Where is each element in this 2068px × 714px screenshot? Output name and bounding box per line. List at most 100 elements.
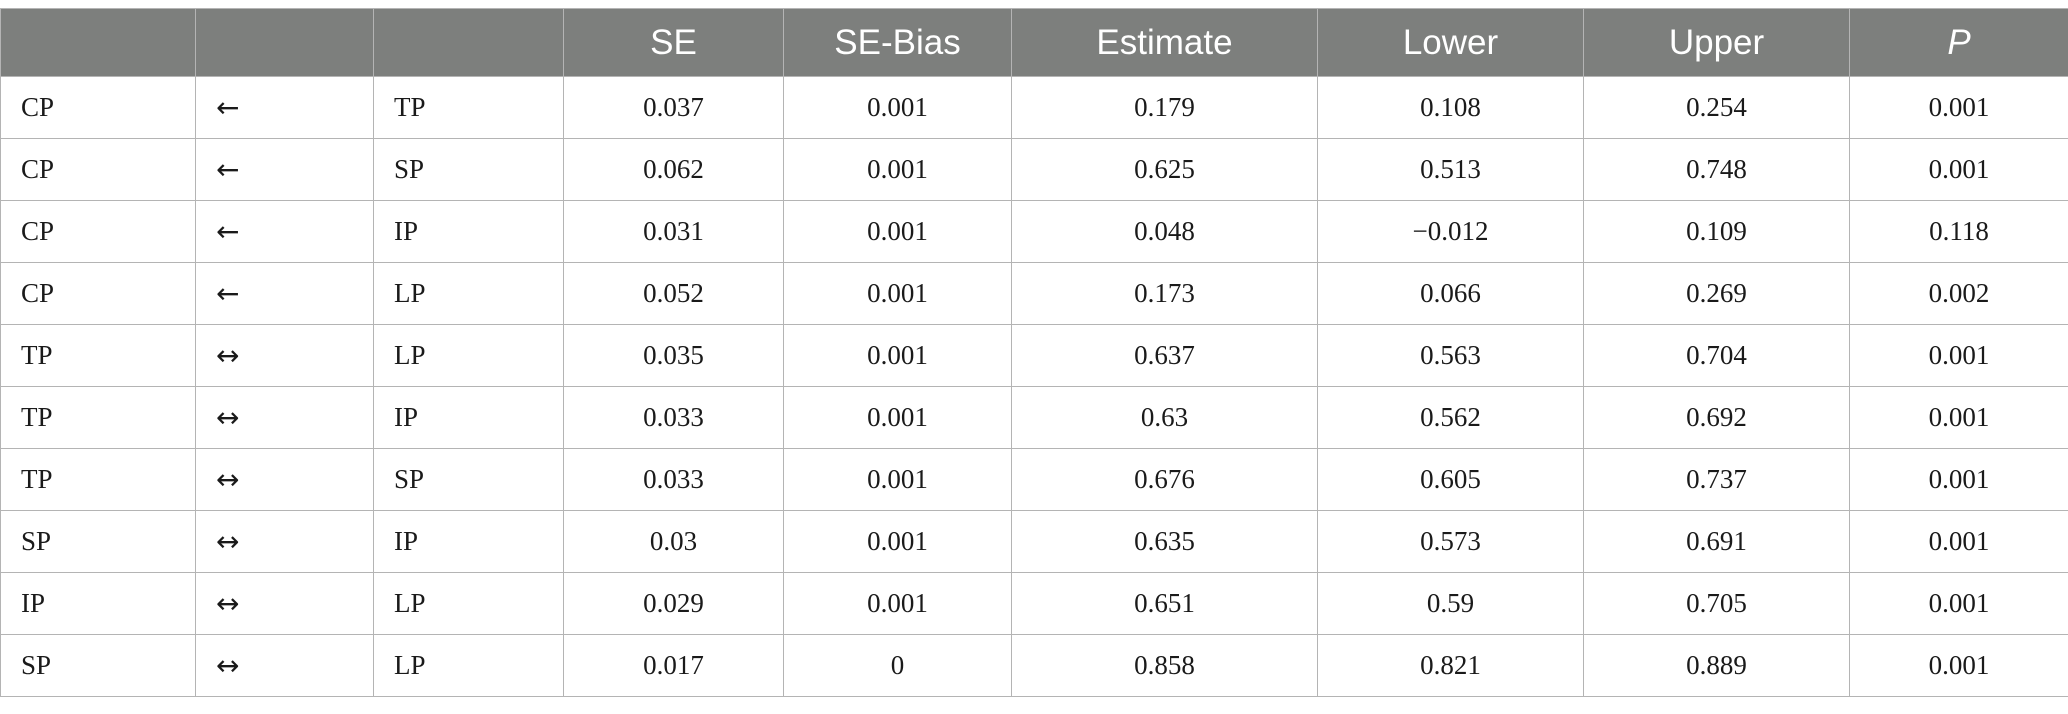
cell-to: LP [373, 572, 564, 635]
cell-to: IP [373, 200, 564, 263]
table-row: TP ↔ IP 0.033 0.001 0.63 0.562 0.692 0.0… [0, 386, 2068, 449]
cell-se-bias: 0.001 [783, 262, 1012, 325]
cell-relation: ↔ [195, 386, 374, 449]
cell-se-bias: 0.001 [783, 200, 1012, 263]
cell-se: 0.033 [563, 448, 784, 511]
cell-from: CP [0, 262, 196, 325]
header-from [0, 8, 196, 77]
cell-to: SP [373, 448, 564, 511]
header-to [373, 8, 564, 77]
cell-p: 0.001 [1849, 572, 2068, 635]
cell-p: 0.001 [1849, 386, 2068, 449]
cell-upper: 0.705 [1583, 572, 1850, 635]
cell-from: CP [0, 200, 196, 263]
table-row: TP ↔ LP 0.035 0.001 0.637 0.563 0.704 0.… [0, 324, 2068, 387]
cell-lower: 0.562 [1317, 386, 1584, 449]
cell-p: 0.001 [1849, 324, 2068, 387]
header-row: SE SE-Bias Estimate Lower Upper P [0, 8, 2068, 77]
cell-p: 0.001 [1849, 76, 2068, 139]
cell-upper: 0.254 [1583, 76, 1850, 139]
cell-lower: 0.513 [1317, 138, 1584, 201]
cell-to: IP [373, 510, 564, 573]
cell-upper: 0.737 [1583, 448, 1850, 511]
cell-from: IP [0, 572, 196, 635]
cell-se-bias: 0.001 [783, 138, 1012, 201]
cell-to: SP [373, 138, 564, 201]
cell-se-bias: 0.001 [783, 76, 1012, 139]
cell-se-bias: 0 [783, 634, 1012, 697]
cell-se: 0.035 [563, 324, 784, 387]
cell-se: 0.037 [563, 76, 784, 139]
cell-from: CP [0, 76, 196, 139]
header-estimate: Estimate [1011, 8, 1318, 77]
cell-upper: 0.269 [1583, 262, 1850, 325]
cell-relation: ← [195, 138, 374, 201]
header-relation [195, 8, 374, 77]
table-body: CP ← TP 0.037 0.001 0.179 0.108 0.254 0.… [0, 76, 2068, 697]
table-row: SP ↔ IP 0.03 0.001 0.635 0.573 0.691 0.0… [0, 510, 2068, 573]
cell-estimate: 0.637 [1011, 324, 1318, 387]
cell-lower: 0.821 [1317, 634, 1584, 697]
cell-estimate: 0.635 [1011, 510, 1318, 573]
cell-se: 0.062 [563, 138, 784, 201]
cell-se: 0.017 [563, 634, 784, 697]
cell-upper: 0.748 [1583, 138, 1850, 201]
cell-from: TP [0, 324, 196, 387]
cell-upper: 0.889 [1583, 634, 1850, 697]
cell-to: LP [373, 262, 564, 325]
cell-p: 0.001 [1849, 634, 2068, 697]
cell-se-bias: 0.001 [783, 386, 1012, 449]
cell-lower: 0.605 [1317, 448, 1584, 511]
cell-estimate: 0.651 [1011, 572, 1318, 635]
table-row: CP ← TP 0.037 0.001 0.179 0.108 0.254 0.… [0, 76, 2068, 139]
table-row: SP ↔ LP 0.017 0 0.858 0.821 0.889 0.001 [0, 634, 2068, 697]
header-se-bias: SE-Bias [783, 8, 1012, 77]
cell-se-bias: 0.001 [783, 448, 1012, 511]
cell-se: 0.033 [563, 386, 784, 449]
cell-lower: −0.012 [1317, 200, 1584, 263]
cell-se-bias: 0.001 [783, 510, 1012, 573]
header-se: SE [563, 8, 784, 77]
cell-relation: ↔ [195, 324, 374, 387]
cell-estimate: 0.858 [1011, 634, 1318, 697]
cell-to: LP [373, 634, 564, 697]
table-row: CP ← SP 0.062 0.001 0.625 0.513 0.748 0.… [0, 138, 2068, 201]
cell-p: 0.002 [1849, 262, 2068, 325]
table-row: IP ↔ LP 0.029 0.001 0.651 0.59 0.705 0.0… [0, 572, 2068, 635]
cell-relation: ← [195, 200, 374, 263]
header-p: P [1849, 8, 2068, 77]
cell-relation: ↔ [195, 634, 374, 697]
cell-from: SP [0, 634, 196, 697]
header-lower: Lower [1317, 8, 1584, 77]
table-row: CP ← LP 0.052 0.001 0.173 0.066 0.269 0.… [0, 262, 2068, 325]
cell-lower: 0.108 [1317, 76, 1584, 139]
cell-relation: ↔ [195, 572, 374, 635]
cell-estimate: 0.63 [1011, 386, 1318, 449]
cell-to: LP [373, 324, 564, 387]
cell-upper: 0.109 [1583, 200, 1850, 263]
cell-lower: 0.563 [1317, 324, 1584, 387]
cell-lower: 0.59 [1317, 572, 1584, 635]
cell-se: 0.052 [563, 262, 784, 325]
cell-estimate: 0.676 [1011, 448, 1318, 511]
cell-relation: ↔ [195, 448, 374, 511]
cell-lower: 0.573 [1317, 510, 1584, 573]
results-table: SE SE-Bias Estimate Lower Upper P CP ← T… [0, 8, 2068, 697]
cell-from: TP [0, 386, 196, 449]
cell-se: 0.031 [563, 200, 784, 263]
table-header: SE SE-Bias Estimate Lower Upper P [0, 8, 2068, 77]
cell-estimate: 0.625 [1011, 138, 1318, 201]
cell-p: 0.118 [1849, 200, 2068, 263]
cell-se-bias: 0.001 [783, 572, 1012, 635]
cell-relation: ← [195, 76, 374, 139]
cell-relation: ← [195, 262, 374, 325]
cell-p: 0.001 [1849, 510, 2068, 573]
cell-estimate: 0.173 [1011, 262, 1318, 325]
table-row: CP ← IP 0.031 0.001 0.048 −0.012 0.109 0… [0, 200, 2068, 263]
cell-from: TP [0, 448, 196, 511]
cell-p: 0.001 [1849, 448, 2068, 511]
cell-p: 0.001 [1849, 138, 2068, 201]
cell-se-bias: 0.001 [783, 324, 1012, 387]
cell-upper: 0.704 [1583, 324, 1850, 387]
cell-upper: 0.691 [1583, 510, 1850, 573]
